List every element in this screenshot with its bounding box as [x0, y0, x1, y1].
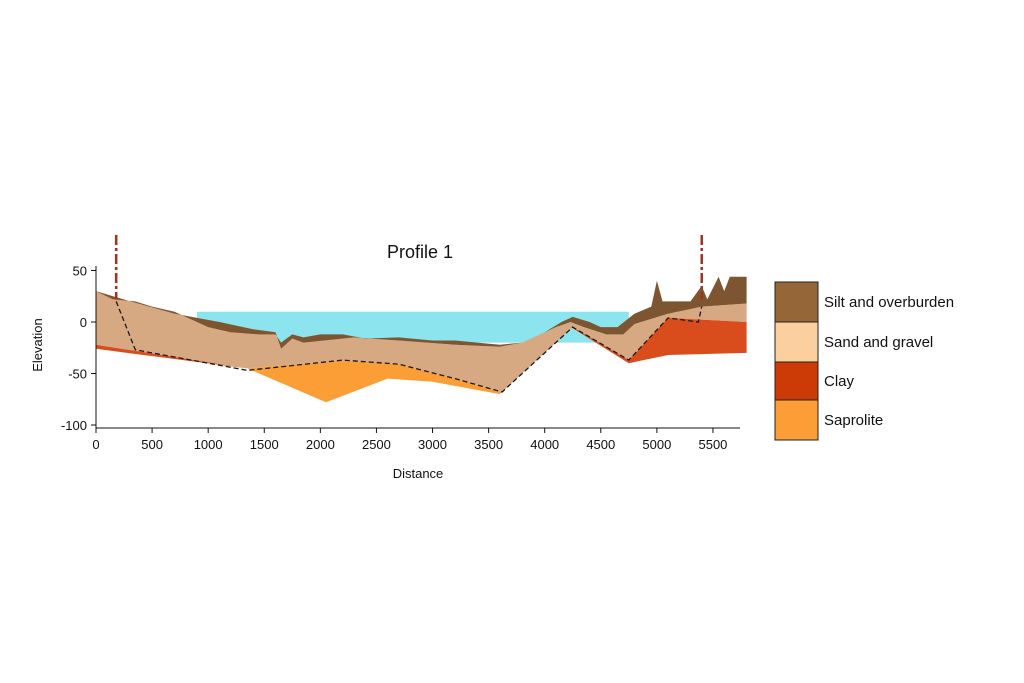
silt-overburden-layer	[96, 276, 747, 349]
legend: Silt and overburden Sand and gravel Clay Sa…	[774, 281, 954, 441]
x-tick-label: 4500	[586, 437, 615, 452]
y-axis-label: Elevation	[30, 318, 45, 371]
x-axis-label: Distance	[393, 466, 444, 481]
x-tick-label: 5000	[642, 437, 671, 452]
x-tick-label: 3000	[418, 437, 447, 452]
x-tick-label: 2500	[362, 437, 391, 452]
x-tick-label: 1000	[194, 437, 223, 452]
x-tick-label: 500	[141, 437, 163, 452]
x-tick-label: 4000	[530, 437, 559, 452]
y-tick-label: -100	[61, 418, 87, 433]
interpreted-boundary-line	[115, 301, 703, 393]
water-body	[197, 311, 629, 343]
stratigraphy-layers	[96, 235, 747, 403]
legend-label: Silt and overburden	[824, 294, 954, 311]
legend-swatch	[774, 321, 819, 363]
legend-swatch	[774, 281, 819, 323]
y-tick-label: 50	[73, 264, 87, 279]
legend-label: Saprolite	[824, 412, 883, 429]
saprolite-layer	[96, 344, 503, 403]
y-tick-label: 0	[80, 315, 87, 330]
legend-swatch	[774, 361, 819, 401]
sand-gravel-layer	[96, 291, 747, 392]
y-tick-label: -50	[68, 367, 87, 382]
x-tick-label: 5500	[698, 437, 727, 452]
legend-swatch	[774, 399, 819, 441]
x-tick-label: 1500	[250, 437, 279, 452]
legend-label: Clay	[824, 373, 855, 390]
chart-title: Profile 1	[387, 242, 453, 262]
x-tick-label: 0	[92, 437, 99, 452]
axes: 0 500 1000 1500 2000 2500 3000 3500 4000 4500 5000…	[61, 264, 740, 452]
clay-layer-east	[572, 317, 747, 364]
x-tick-label: 2000	[306, 437, 335, 452]
legend-label: Sand and gravel	[824, 334, 933, 351]
clay-layer-west	[96, 344, 248, 369]
x-tick-label: 3500	[474, 437, 503, 452]
